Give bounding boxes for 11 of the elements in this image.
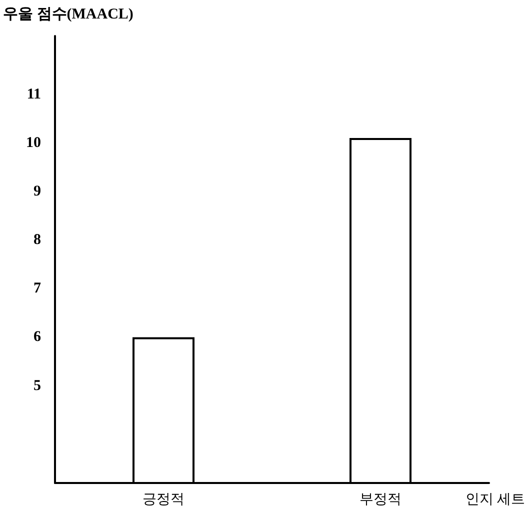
y-tick-label: 7 — [34, 280, 42, 297]
y-tick-label: 8 — [34, 232, 41, 248]
y-tick-label: 11 — [26, 86, 41, 102]
x-tick-label: 부정적 — [360, 492, 402, 508]
x-axis-title: 인지 세트 — [466, 492, 525, 508]
y-tick-label: 6 — [34, 329, 42, 346]
y-tick-label: 9 — [34, 183, 41, 200]
x-tick-label: 긍정적 — [142, 492, 184, 508]
y-tick-label: 5 — [34, 378, 41, 394]
y-tick-label: 10 — [26, 134, 41, 151]
y-axis-title: 우울 점수(MAACL) — [3, 6, 134, 22]
